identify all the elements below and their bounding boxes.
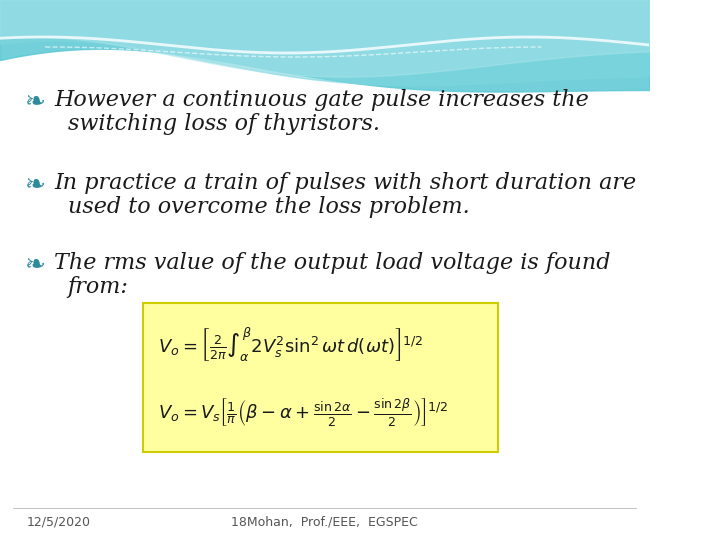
Text: used to overcome the loss problem.: used to overcome the loss problem.	[68, 196, 469, 218]
Text: The rms value of the output load voltage is found: The rms value of the output load voltage…	[54, 252, 611, 274]
Text: ❧: ❧	[24, 173, 45, 197]
FancyBboxPatch shape	[143, 303, 498, 452]
Text: 12/5/2020: 12/5/2020	[27, 516, 91, 529]
Text: ❧: ❧	[24, 253, 45, 277]
Text: $V_o = V_s\left[\frac{1}{\pi}\left(\beta-\alpha+\frac{\sin 2\alpha}{2}-\frac{\si: $V_o = V_s\left[\frac{1}{\pi}\left(\beta…	[158, 396, 449, 428]
Text: ❧: ❧	[24, 90, 45, 114]
Text: switching loss of thyristors.: switching loss of thyristors.	[68, 113, 379, 135]
Text: In practice a train of pulses with short duration are: In practice a train of pulses with short…	[54, 172, 636, 194]
Text: 18Mohan,  Prof./EEE,  EGSPEC: 18Mohan, Prof./EEE, EGSPEC	[231, 516, 418, 529]
Text: However a continuous gate pulse increases the: However a continuous gate pulse increase…	[54, 89, 589, 111]
Text: $V_o = \left[\frac{2}{2\pi}\int_{\alpha}^{\beta}2V_s^2\sin^2\omega t\, d(\omega : $V_o = \left[\frac{2}{2\pi}\int_{\alpha}…	[158, 326, 423, 364]
Text: from:: from:	[68, 276, 128, 298]
